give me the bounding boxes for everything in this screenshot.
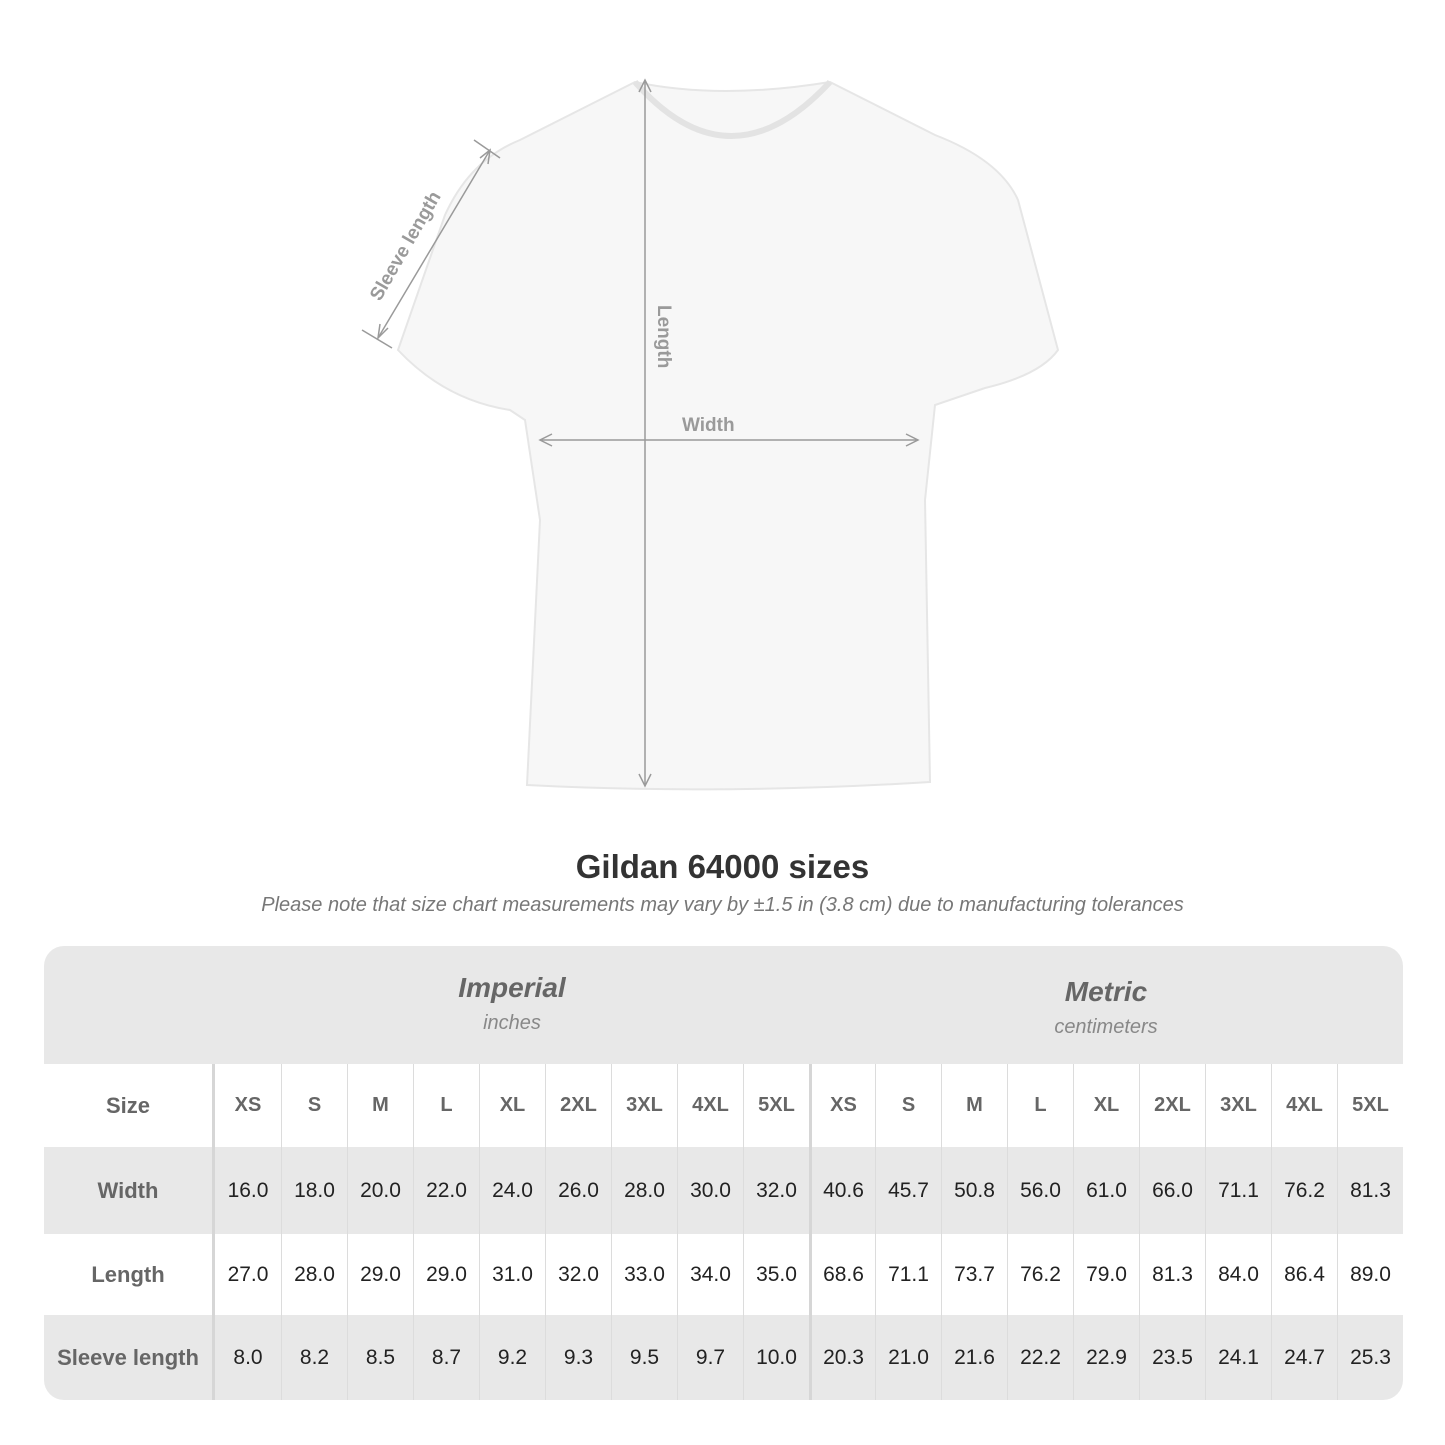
sleeve-line: [377, 149, 491, 339]
size-header-cell: M: [347, 1064, 413, 1147]
imperial-value-cell: 8.5: [347, 1315, 413, 1400]
metric-unit: centimeters: [1054, 1016, 1158, 1038]
tshirt-collar: [632, 79, 833, 139]
size-header-cell: 4XL: [677, 1064, 743, 1147]
length-label: Length: [653, 305, 674, 368]
metric-value-cell: 79.0: [1073, 1234, 1139, 1315]
size-header-cell: XS: [809, 1064, 875, 1147]
imperial-value-cell: 30.0: [677, 1147, 743, 1234]
imperial-value-cell: 29.0: [413, 1234, 479, 1315]
table-row: Sleeve length 8.0 8.2 8.5 8.7 9.2 9.3 9.5 9.7 10.…: [44, 1315, 1403, 1400]
metric-title: Metric: [1064, 976, 1148, 1007]
metric-value-cell: 50.8: [941, 1147, 1007, 1234]
size-header-cell: 5XL: [743, 1064, 809, 1147]
metric-value-cell: 21.6: [941, 1315, 1007, 1400]
metric-value-cell: 81.3: [1139, 1234, 1205, 1315]
imperial-value-cell: 34.0: [677, 1234, 743, 1315]
metric-value-cell: 86.4: [1271, 1234, 1337, 1315]
imperial-value-cell: 32.0: [545, 1234, 611, 1315]
imperial-value-cell: 29.0: [347, 1234, 413, 1315]
width-label: Width: [682, 415, 735, 436]
size-header-cell: 4XL: [1271, 1064, 1337, 1147]
metric-value-cell: 24.1: [1205, 1315, 1271, 1400]
imperial-value-cell: 10.0: [743, 1315, 809, 1400]
imperial-header: Imperial inches: [215, 946, 809, 1064]
imperial-value-cell: 28.0: [611, 1147, 677, 1234]
imperial-value-cell: 31.0: [479, 1234, 545, 1315]
metric-value-cell: 84.0: [1205, 1234, 1271, 1315]
imperial-value-cell: 26.0: [545, 1147, 611, 1234]
imperial-value-cell: 8.2: [281, 1315, 347, 1400]
metric-value-cell: 66.0: [1139, 1147, 1205, 1234]
metric-value-cell: 71.1: [875, 1234, 941, 1315]
row-label: Width: [44, 1147, 215, 1234]
row-label: Length: [44, 1234, 215, 1315]
imperial-value-cell: 27.0: [227, 1262, 269, 1286]
imperial-value-cell: 18.0: [281, 1147, 347, 1234]
imperial-unit: inches: [483, 1012, 541, 1034]
size-header-cell: XS: [234, 1094, 262, 1116]
metric-value-cell: 56.0: [1007, 1147, 1073, 1234]
size-header-row: Size XS S M L XL 2XL 3XL 4XL 5XL XS S M L XL 2XL 3XL 4XL 5…: [44, 1064, 1403, 1147]
size-header-cell: S: [281, 1064, 347, 1147]
metric-value-cell: 73.7: [941, 1234, 1007, 1315]
tshirt-diagram: Sleeve length Length Width: [361, 78, 1060, 791]
size-header-cell: L: [413, 1064, 479, 1147]
imperial-value-cell: 33.0: [611, 1234, 677, 1315]
imperial-value-cell: 22.0: [413, 1147, 479, 1234]
size-header-cell: 2XL: [545, 1064, 611, 1147]
imperial-value-cell: 8.7: [413, 1315, 479, 1400]
imperial-value-cell: 32.0: [743, 1147, 809, 1234]
chart-subtitle: Please note that size chart measurements…: [261, 894, 1184, 916]
metric-value-cell: 76.2: [1007, 1234, 1073, 1315]
imperial-value-cell: 16.0: [227, 1178, 269, 1202]
metric-value-cell: 40.6: [809, 1147, 875, 1234]
size-header-cell: 3XL: [611, 1064, 677, 1147]
imperial-value-cell: 9.2: [479, 1315, 545, 1400]
metric-value-cell: 23.5: [1139, 1315, 1205, 1400]
size-header-cell: S: [875, 1064, 941, 1147]
metric-value-cell: 21.0: [875, 1315, 941, 1400]
imperial-value-cell: 8.0: [233, 1345, 263, 1369]
metric-value-cell: 22.2: [1007, 1315, 1073, 1400]
imperial-value-cell: 35.0: [743, 1234, 809, 1315]
imperial-value-cell: 9.7: [677, 1315, 743, 1400]
metric-value-cell: 61.0: [1073, 1147, 1139, 1234]
size-header-cell: XL: [479, 1064, 545, 1147]
table-row: Width 16.0 18.0 20.0 22.0 24.0 26.0 28.0 30.0 32.…: [44, 1147, 1403, 1234]
metric-value-cell: 22.9: [1073, 1315, 1139, 1400]
metric-value-cell: 24.7: [1271, 1315, 1337, 1400]
imperial-value-cell: 9.5: [611, 1315, 677, 1400]
imperial-title: Imperial: [458, 972, 566, 1003]
size-label: Size: [44, 1064, 215, 1147]
metric-value-cell: 71.1: [1205, 1147, 1271, 1234]
imperial-value-cell: 20.0: [347, 1147, 413, 1234]
metric-value-cell: 68.6: [809, 1234, 875, 1315]
metric-value-cell: 25.3: [1337, 1315, 1403, 1400]
size-header-cell: M: [941, 1064, 1007, 1147]
metric-value-cell: 45.7: [875, 1147, 941, 1234]
metric-value-cell: 89.0: [1337, 1234, 1403, 1315]
metric-value-cell: 81.3: [1337, 1147, 1403, 1234]
chart-title: Gildan 64000 sizes: [575, 848, 870, 885]
imperial-value-cell: 24.0: [479, 1147, 545, 1234]
size-header-cell: 2XL: [1139, 1064, 1205, 1147]
size-table: Imperial inches Metric centimeters Size X…: [44, 946, 1403, 1400]
table-row: Length 27.0 28.0 29.0 29.0 31.0 32.0 33.0 34.0 35…: [44, 1234, 1403, 1315]
size-header-cell: 3XL: [1205, 1064, 1271, 1147]
size-header-cell: XL: [1073, 1064, 1139, 1147]
row-label: Sleeve length: [44, 1315, 215, 1400]
size-header-cell: 5XL: [1337, 1064, 1403, 1147]
metric-value-cell: 20.3: [809, 1315, 875, 1400]
metric-header: Metric centimeters: [809, 950, 1403, 1068]
imperial-value-cell: 28.0: [281, 1234, 347, 1315]
size-header-cell: L: [1007, 1064, 1073, 1147]
metric-value-cell: 76.2: [1271, 1147, 1337, 1234]
imperial-value-cell: 9.3: [545, 1315, 611, 1400]
